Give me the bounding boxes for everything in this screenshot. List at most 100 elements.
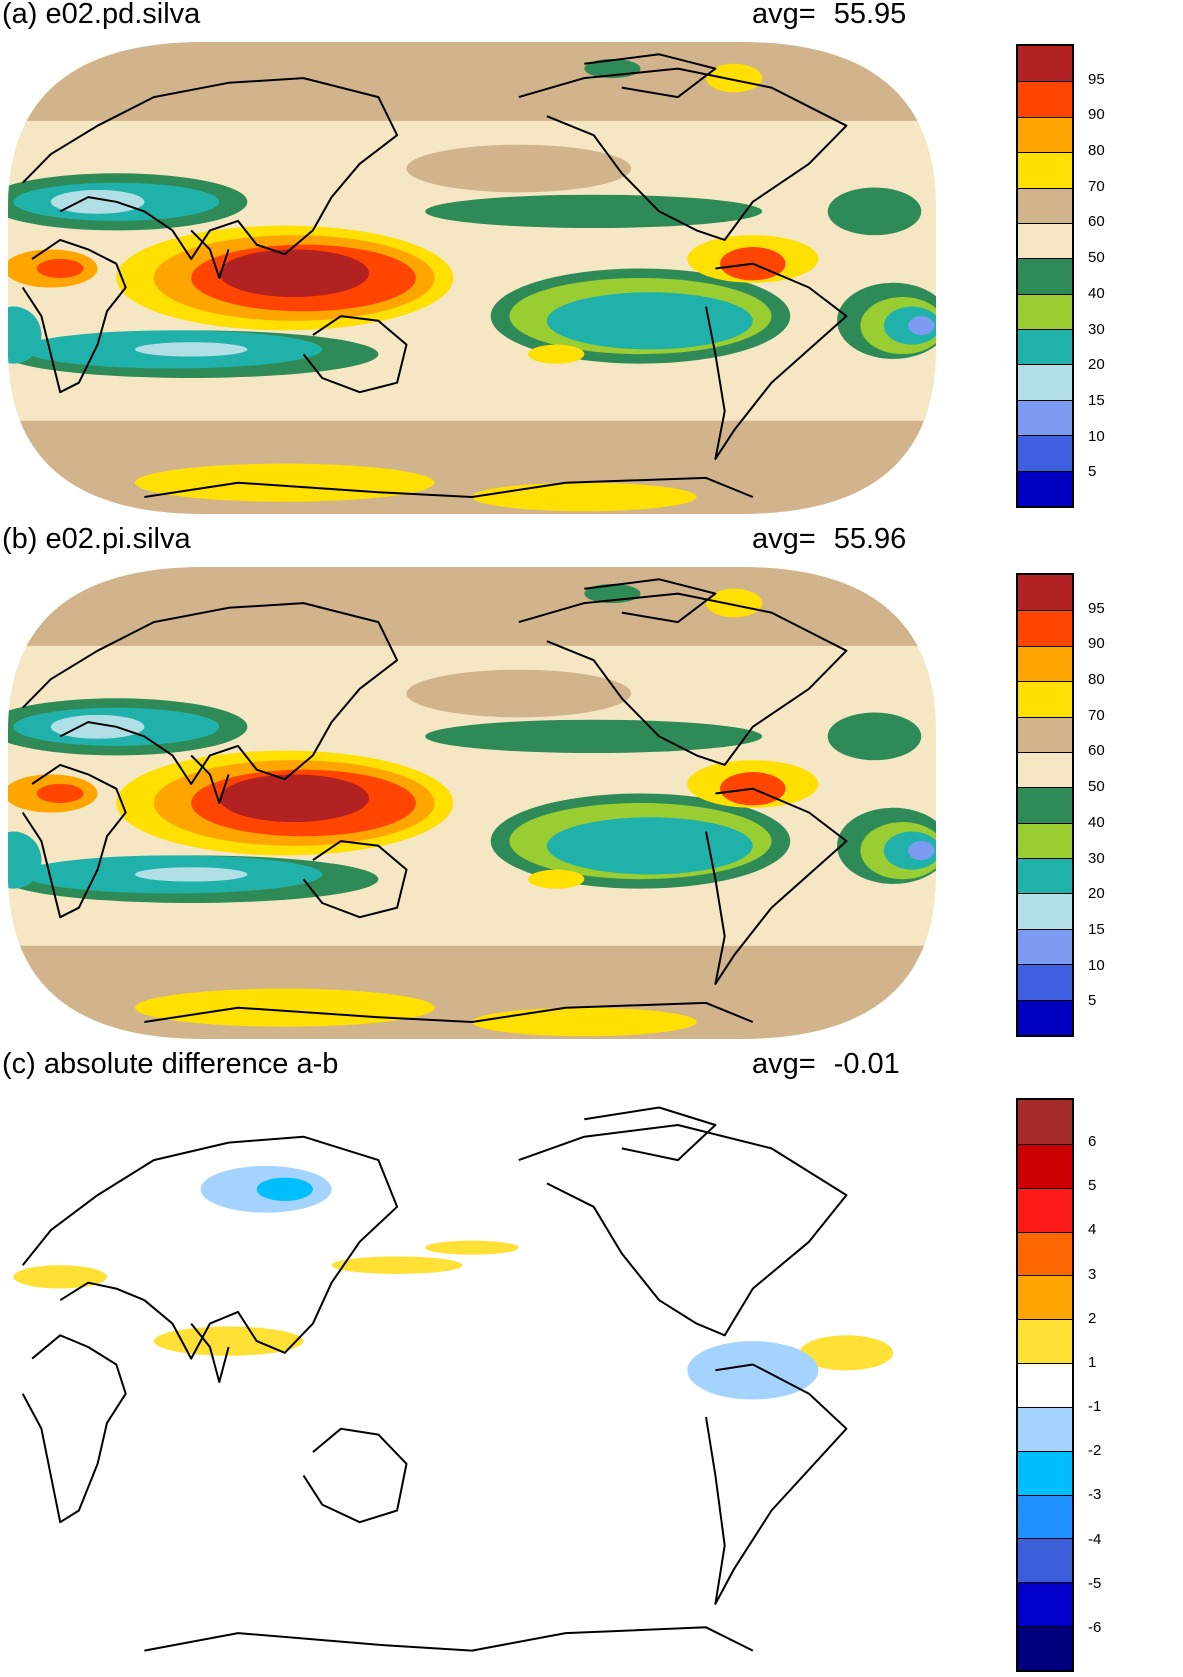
field-region <box>135 867 248 882</box>
colorbar-tick-label: 20 <box>1088 885 1105 903</box>
colorbar-cell <box>1018 822 1072 859</box>
colorbar-tick-label: 5 <box>1088 992 1097 1010</box>
colorbar-cell <box>1018 1143 1072 1188</box>
colorbar-cell <box>1018 858 1072 894</box>
coastline <box>190 754 230 804</box>
coastlines <box>21 578 848 1023</box>
field-region <box>908 841 935 861</box>
colorbar-tick-label: 90 <box>1088 106 1105 124</box>
colorbar-tick-label: -2 <box>1088 1442 1102 1460</box>
panel-b: (b) e02.pi.silva avg= 55.96 5 10 15 20 30 40 50… <box>0 523 1183 1043</box>
colorbar-tick-label: 15 <box>1088 920 1105 938</box>
coastlines <box>21 53 848 498</box>
colorbar-tick-label: 5 <box>1088 463 1097 481</box>
coastline <box>302 315 408 394</box>
difference-region <box>425 1240 519 1255</box>
colorbar-tick-label: 30 <box>1088 320 1105 338</box>
colorbar-cell <box>1018 1450 1072 1495</box>
colorbar-cell <box>1018 610 1072 646</box>
difference-region <box>687 1341 819 1400</box>
colorbar-tick-label: 40 <box>1088 813 1105 831</box>
coastline <box>302 1427 408 1524</box>
colorbar-tick-label: 50 <box>1088 778 1105 796</box>
colorbar-tick-label: -5 <box>1088 1574 1102 1592</box>
colorbar-cell <box>1018 893 1072 929</box>
coastline <box>584 53 717 99</box>
field-region <box>8 831 42 889</box>
colorbar <box>1016 573 1074 1037</box>
coastline <box>518 1124 848 1337</box>
field-region <box>8 306 42 364</box>
colorbar-tick-label: 10 <box>1088 956 1105 974</box>
avg-label: avg= <box>752 523 816 555</box>
colorbar-tick-label: 2 <box>1088 1309 1097 1327</box>
field-region <box>50 189 145 214</box>
colorbar-cell <box>1018 1406 1072 1451</box>
coastline <box>190 229 230 279</box>
colorbar-tick-label: -1 <box>1088 1398 1102 1416</box>
colorbar-cell <box>1018 1231 1072 1276</box>
colorbar-cell <box>1018 258 1072 294</box>
field-region <box>8 420 936 514</box>
coastline <box>518 67 848 241</box>
colorbar-cell <box>1018 1626 1072 1670</box>
colorbar-cell <box>1018 716 1072 752</box>
colorbar-cell <box>1018 1538 1072 1583</box>
colorbar-cell <box>1018 435 1072 471</box>
colorbar <box>1016 44 1074 508</box>
colorbar-tick-label: 3 <box>1088 1265 1097 1283</box>
map-plot <box>13 1106 894 1652</box>
field-region <box>472 482 697 512</box>
panel-a: (a) e02.pd.silva avg= 55.95 5 10 15 20 30 40 50… <box>0 0 1183 520</box>
coastline <box>584 578 717 624</box>
panel-c: (c) absolute difference a-b avg= -0.01 -6… <box>0 1048 1183 1676</box>
field-region <box>219 249 370 298</box>
field-region <box>50 714 145 739</box>
field-region <box>908 316 935 336</box>
colorbar-cell <box>1018 399 1072 436</box>
field-region <box>827 187 922 236</box>
avg-label: avg= <box>752 0 816 30</box>
colorbar-tick-label: -4 <box>1088 1530 1102 1548</box>
colorbar-tick-label: 1 <box>1088 1353 1097 1371</box>
coastline <box>21 763 127 919</box>
panel-average: avg= -0.01 <box>752 1048 900 1081</box>
coastline <box>584 1106 717 1162</box>
field-region <box>135 463 435 502</box>
coastline <box>705 262 848 460</box>
coastline <box>21 1334 127 1524</box>
panel-average: avg= 55.96 <box>752 523 906 556</box>
colorbar-cell <box>1018 364 1072 400</box>
avg-value: -0.01 <box>833 1048 900 1080</box>
panel-title: (c) absolute difference a-b <box>2 1048 339 1080</box>
field-region <box>546 292 753 350</box>
colorbar <box>1016 1098 1074 1672</box>
colorbar-cell <box>1018 1494 1072 1539</box>
avg-value: 55.95 <box>833 0 907 30</box>
field-region <box>528 344 585 364</box>
panel-average: avg= 55.95 <box>752 0 906 31</box>
colorbar-cell <box>1018 293 1072 330</box>
field-region <box>36 258 84 278</box>
coastline <box>705 787 848 985</box>
colorbar-tick-label: 95 <box>1088 599 1105 617</box>
field-region <box>425 719 763 754</box>
colorbar-tick-label: 6 <box>1088 1133 1097 1151</box>
field-region <box>528 869 585 889</box>
coastline <box>21 77 399 260</box>
field-region <box>425 194 763 229</box>
colorbar-cell <box>1018 329 1072 365</box>
field-region <box>706 63 763 93</box>
colorbar-tick-label: 90 <box>1088 635 1105 653</box>
difference-region <box>153 1326 304 1356</box>
colorbar-cell <box>1018 81 1072 117</box>
field-region <box>472 1007 697 1037</box>
field-region <box>135 988 435 1027</box>
colorbar-cell <box>1018 787 1072 823</box>
field-region <box>8 945 936 1039</box>
colorbar-cell <box>1018 1100 1072 1144</box>
difference-region <box>256 1177 313 1201</box>
avg-label: avg= <box>752 1048 816 1080</box>
colorbar-tick-label: 30 <box>1088 849 1105 867</box>
colorbar-cell <box>1018 152 1072 188</box>
